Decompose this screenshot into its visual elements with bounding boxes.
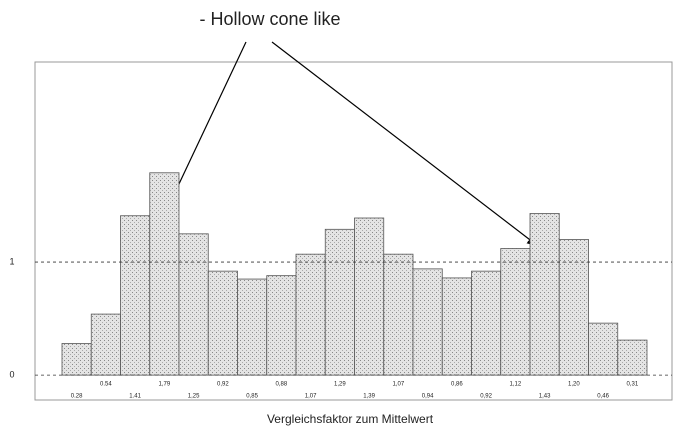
value-label: 0,86 — [451, 382, 463, 388]
bar — [295, 253, 326, 376]
value-label: 1.41 — [129, 394, 141, 400]
value-label: 0.28 — [71, 394, 83, 400]
value-label: 0,94 — [422, 394, 434, 400]
bar — [237, 278, 268, 376]
bar — [178, 233, 209, 376]
bar — [354, 217, 385, 376]
value-label: 0,31 — [627, 382, 639, 388]
bar — [149, 172, 180, 376]
value-label: 1,12 — [510, 382, 522, 388]
value-label: 0,85 — [246, 394, 258, 400]
bar — [500, 248, 531, 376]
value-label: 1,39 — [363, 394, 375, 400]
bar — [207, 270, 238, 376]
value-label: 0,46 — [597, 394, 609, 400]
value-label: 1,29 — [334, 382, 346, 388]
bar — [441, 277, 472, 376]
bar — [529, 213, 560, 376]
value-label: 0,92 — [480, 394, 492, 400]
value-label: 1,25 — [188, 394, 200, 400]
value-label: 0,88 — [276, 382, 288, 388]
value-label: 1,07 — [393, 382, 405, 388]
arrow — [271, 41, 539, 247]
bar — [383, 253, 414, 376]
bar — [588, 322, 619, 376]
value-label: 1,79 — [159, 382, 171, 388]
bar — [558, 239, 589, 376]
bar — [617, 339, 648, 376]
value-label: 0.54 — [100, 382, 112, 388]
bar — [266, 275, 297, 376]
value-label: 1,07 — [305, 394, 317, 400]
bar — [90, 313, 121, 376]
y-tick-label: 1 — [9, 256, 14, 266]
bar — [120, 215, 151, 376]
value-label: 1,43 — [539, 394, 551, 400]
value-label: 0,92 — [217, 382, 229, 388]
bar — [412, 268, 443, 376]
y-tick-label: 0 — [9, 370, 14, 380]
bar — [61, 343, 92, 376]
bar — [471, 270, 502, 376]
arrow — [169, 41, 247, 205]
value-label: 1,20 — [568, 382, 580, 388]
bar — [324, 228, 355, 376]
annotation: - Hollow cone like — [199, 9, 340, 29]
x-axis-label: Vergleichsfaktor zum Mittelwert — [267, 412, 434, 426]
